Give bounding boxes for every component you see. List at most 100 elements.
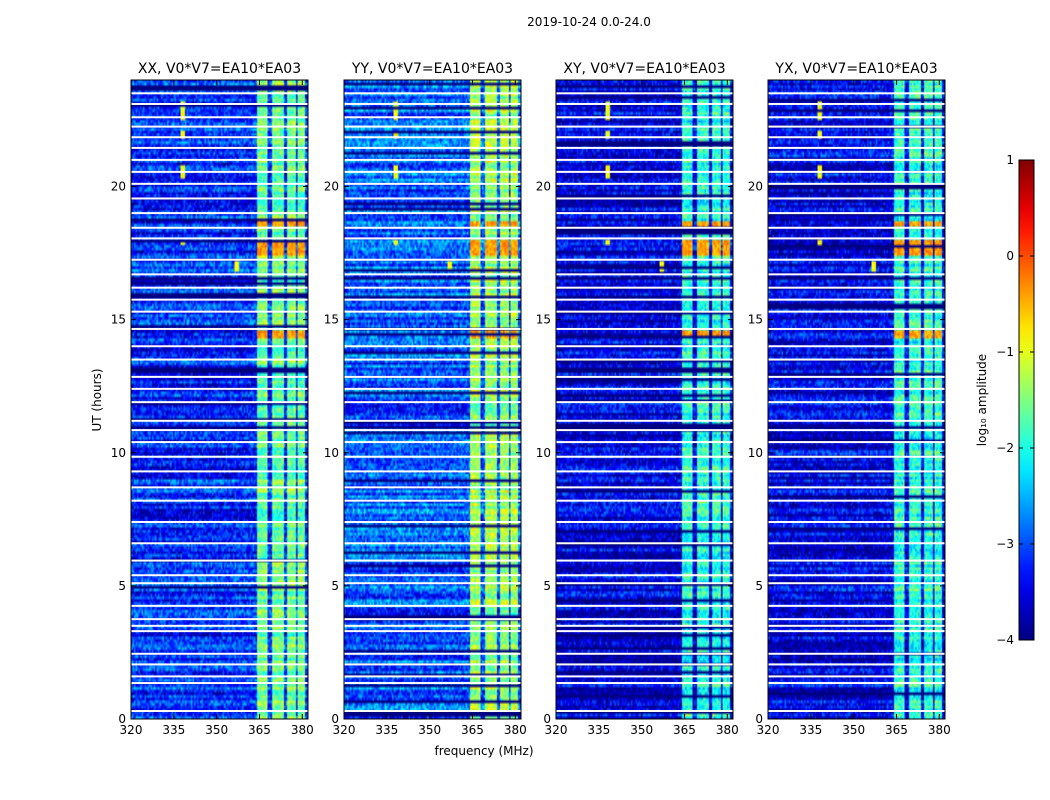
flagged-row [344, 542, 521, 545]
flagged-row [131, 358, 308, 361]
flagged-row [556, 345, 733, 348]
y-tick-label: 20 [111, 180, 126, 194]
flagged-row [556, 258, 733, 261]
flagged-row [344, 663, 521, 666]
y-tick-label: 5 [755, 579, 763, 593]
flagged-row [556, 663, 733, 666]
flagged-row [556, 419, 733, 422]
flagged-row [556, 675, 733, 678]
y-tick-label: 20 [748, 180, 763, 194]
flagged-row [768, 663, 945, 666]
flagged-row [556, 197, 733, 200]
flagged-row [768, 387, 945, 390]
y-tick-label: 10 [748, 446, 763, 460]
y-tick-label: 0 [331, 712, 339, 726]
panel-yx: YX, V0*V7=EA10*EA03 320 335 350 365 380 0 5 10 15… [748, 61, 951, 737]
flagged-row [131, 345, 308, 348]
flagged-row [768, 710, 945, 713]
heatmap-image [344, 80, 521, 719]
colorbar-tick-label: −3 [996, 537, 1014, 551]
flagged-row [344, 273, 521, 276]
x-tick-label: 335 [375, 723, 398, 737]
flagged-row [556, 710, 733, 713]
flagged-row [556, 429, 733, 432]
flagged-row [131, 630, 308, 633]
flagged-row [556, 618, 733, 621]
flagged-row [768, 158, 945, 161]
flagged-row [556, 682, 733, 685]
flagged-row [556, 125, 733, 128]
flagged-row [556, 286, 733, 289]
colorbar-gradient [1018, 159, 1035, 641]
x-tick-label: 380 [291, 723, 314, 737]
flagged-row [344, 298, 521, 301]
flagged-row [556, 327, 733, 330]
flagged-row [344, 310, 521, 313]
flagged-row [131, 197, 308, 200]
flagged-row [344, 675, 521, 678]
flagged-row [556, 401, 733, 404]
panels-layer: XX, V0*V7=EA10*EA03 320 335 350 365 380 0 5 10 15… [111, 61, 951, 737]
x-tick-label: 380 [504, 723, 527, 737]
y-tick-label: 5 [331, 579, 339, 593]
flagged-row [131, 158, 308, 161]
flagged-row [344, 258, 521, 261]
flagged-row [556, 358, 733, 361]
x-tick-label: 365 [673, 723, 696, 737]
flagged-row [768, 429, 945, 432]
x-tick-label: 350 [205, 723, 228, 737]
flagged-row [768, 559, 945, 562]
flagged-row [131, 298, 308, 301]
flagged-row [768, 470, 945, 473]
flagged-row [768, 327, 945, 330]
flagged-row [556, 604, 733, 607]
flagged-row [344, 387, 521, 390]
figure-suptitle: 2019-10-24 0.0-24.0 [527, 15, 651, 29]
y-tick-label: 5 [543, 579, 551, 593]
flagged-row [131, 401, 308, 404]
flagged-row [131, 146, 308, 149]
flagged-row [768, 419, 945, 422]
flagged-row [131, 604, 308, 607]
y-tick-label: 10 [111, 446, 126, 460]
y-tick-label: 20 [324, 180, 339, 194]
flagged-row [344, 652, 521, 655]
colorbar: 1 0 −1 −2 −3 −4 log₁₀ amplitude [975, 153, 1035, 647]
flagged-row [768, 136, 945, 139]
flagged-row [344, 116, 521, 119]
flagged-row [344, 499, 521, 502]
axes-frame [767, 79, 946, 720]
flagged-row [344, 102, 521, 105]
flagged-row [344, 441, 521, 444]
axes-frame [343, 79, 522, 720]
x-tick-label: 320 [333, 723, 356, 737]
flagged-row [344, 345, 521, 348]
flagged-row [556, 237, 733, 240]
flagged-row [131, 170, 308, 173]
flagged-row [131, 419, 308, 422]
flagged-row [344, 182, 521, 185]
flagged-row [131, 520, 308, 523]
flagged-row [768, 146, 945, 149]
flagged-row [344, 455, 521, 458]
x-tick-label: 380 [716, 723, 739, 737]
flagged-row [556, 542, 733, 545]
flagged-row [768, 375, 945, 378]
y-tick-label: 10 [536, 446, 551, 460]
flagged-row [768, 652, 945, 655]
flagged-row [768, 675, 945, 678]
flagged-row [768, 401, 945, 404]
flagged-row [768, 499, 945, 502]
flagged-row [131, 624, 308, 627]
flagged-row [556, 652, 733, 655]
flagged-row [131, 387, 308, 390]
flagged-row [131, 310, 308, 313]
flagged-row [768, 345, 945, 348]
flagged-row [344, 92, 521, 95]
flagged-row [768, 618, 945, 621]
flagged-row [131, 136, 308, 139]
flagged-row [131, 574, 308, 577]
flagged-row [344, 136, 521, 139]
axes-frame [555, 79, 734, 720]
panel-xx: XX, V0*V7=EA10*EA03 320 335 350 365 380 0 5 10 15… [111, 61, 314, 737]
